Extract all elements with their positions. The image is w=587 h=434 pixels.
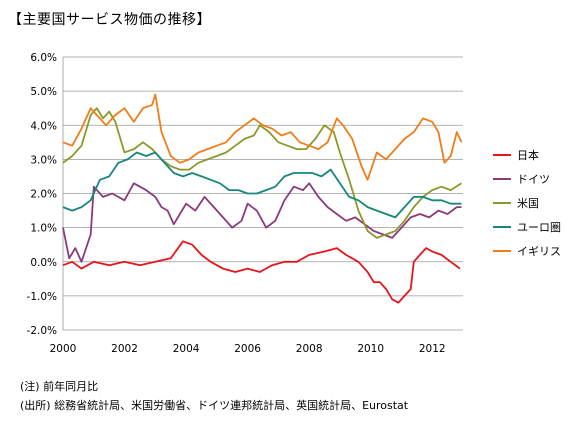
series-layer	[62, 93, 463, 304]
y-tick-label: -2.0%	[27, 325, 57, 337]
x-tick-label: 2000	[50, 343, 77, 355]
y-tick-label: 1.0%	[30, 223, 57, 235]
series-line-4	[62, 93, 463, 181]
y-tick-label: 4.0%	[30, 120, 57, 132]
x-tick-label: 2002	[111, 343, 138, 355]
y-tick-label: 3.0%	[30, 154, 57, 166]
y-tick-label: 2.0%	[30, 189, 57, 201]
series-line-1	[62, 182, 462, 263]
chart-title: 【主要国サービス物価の推移】	[8, 12, 211, 28]
legend-label: イギリス	[517, 245, 561, 258]
series-line-3	[62, 151, 462, 219]
x-tick-label: 2012	[419, 343, 446, 355]
legend-label: ドイツ	[517, 173, 550, 186]
x-tick-label: 2006	[234, 343, 261, 355]
x-tick-label: 2008	[296, 343, 323, 355]
axis-layer: -2.0% -1.0% 0.0% 1.0% 2.0% 3.0% 4.0% 5.0% 6.0% 20…	[27, 52, 446, 355]
x-tick-label: 2004	[173, 343, 200, 355]
y-tick-label: 6.0%	[30, 52, 57, 64]
legend-label: 日本	[517, 148, 539, 162]
legend-label: 米国	[517, 197, 539, 210]
note-line-1: (注) 前年同月比	[20, 380, 99, 393]
y-tick-label: -1.0%	[27, 291, 57, 303]
note-line-2: (出所) 総務省統計局、米国労働省、ドイツ連邦統計局、英国統計局、Eurosta…	[20, 399, 409, 412]
y-tick-label: 0.0%	[30, 257, 57, 269]
y-tick-label: 5.0%	[30, 86, 57, 98]
legend-label: ユーロ圏	[517, 221, 561, 234]
x-tick-label: 2010	[357, 343, 384, 355]
grid-layer	[62, 56, 463, 331]
line-chart: -2.0% -1.0% 0.0% 1.0% 2.0% 3.0% 4.0% 5.0% 6.0% 20…	[27, 52, 561, 355]
series-line-2	[62, 107, 462, 239]
series-line-0	[62, 240, 461, 304]
